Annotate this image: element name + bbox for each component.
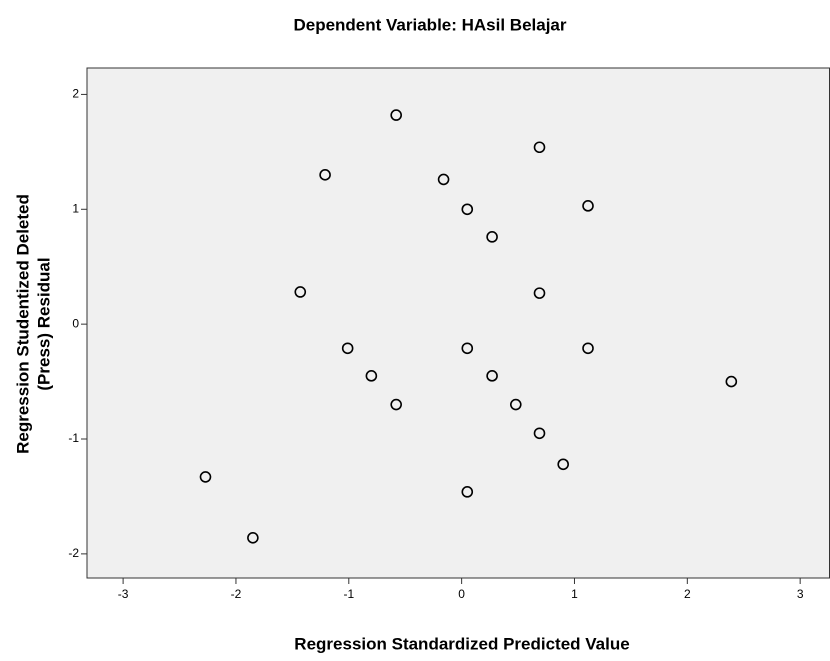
x-axis-label: Regression Standardized Predicted Value: [294, 634, 629, 653]
y-tick-label: -1: [68, 431, 79, 445]
plot-area: [86, 67, 830, 579]
y-axis-label: Regression Studentized Deleted: [13, 194, 32, 454]
point: [437, 173, 450, 186]
y-tick-label: -2: [68, 546, 79, 560]
point: [533, 141, 546, 154]
point: [390, 398, 402, 411]
x-tick-label: -1: [343, 587, 354, 601]
x-tick-label: -3: [118, 587, 129, 601]
chart-title: Dependent Variable: HAsil Belajar: [293, 15, 566, 34]
x-tick-label: 2: [684, 587, 691, 601]
point: [582, 342, 594, 355]
point: [341, 342, 354, 355]
point: [533, 287, 546, 299]
x-tick-label: -2: [231, 587, 242, 601]
x-tick-label: 0: [458, 587, 465, 601]
point: [390, 109, 402, 121]
point: [247, 531, 259, 544]
y-tick-label: 0: [72, 316, 79, 330]
point: [319, 169, 331, 181]
point: [365, 370, 378, 382]
y-tick-label: 2: [72, 87, 79, 101]
x-tick-label: 3: [797, 587, 804, 601]
point: [582, 200, 594, 212]
point: [461, 486, 474, 498]
point: [461, 342, 474, 355]
y-tick-label: 1: [72, 201, 79, 215]
point: [486, 231, 498, 243]
point: [533, 427, 546, 440]
point: [486, 370, 498, 382]
point: [725, 375, 738, 388]
point: [294, 286, 307, 298]
point: [509, 398, 522, 411]
point: [557, 458, 569, 471]
x-tick-label: 1: [571, 587, 578, 601]
y-axis-label: (Press) Residual: [34, 257, 53, 390]
point: [461, 203, 474, 216]
point: [199, 471, 212, 483]
